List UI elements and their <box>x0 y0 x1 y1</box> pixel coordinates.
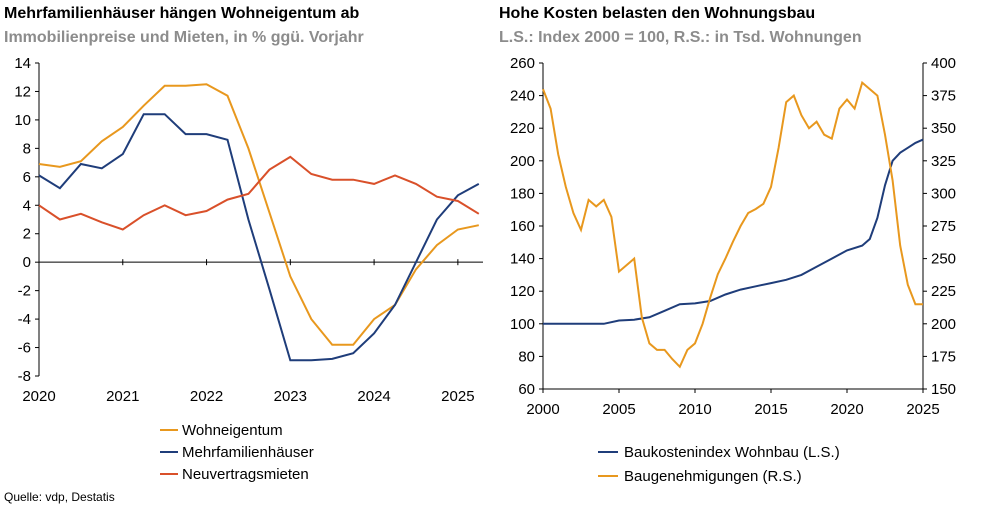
right-series-line-0 <box>543 138 924 325</box>
right-left-tick-label: 160 <box>510 218 535 235</box>
right-x-tick-label: 2010 <box>678 401 711 418</box>
right-left-tick-label: 80 <box>518 348 535 365</box>
left-series-line-1 <box>38 113 480 362</box>
right-x-tick-label: 2025 <box>906 401 939 418</box>
right-right-tick-label: 225 <box>931 283 956 300</box>
right-left-tick-label: 240 <box>510 88 535 105</box>
left-legend-label: Neuvertragsmieten <box>182 466 309 483</box>
left-legend-label: Mehrfamilienhäuser <box>182 444 314 461</box>
right-right-tick-label: 250 <box>931 251 956 268</box>
left-y-tick-label: 14 <box>14 55 31 72</box>
right-series-line-1 <box>542 80 923 369</box>
left-y-tick-label: 6 <box>23 169 31 186</box>
right-left-tick-label: 100 <box>510 316 535 333</box>
left-x-tick-label: 2023 <box>274 388 307 405</box>
right-right-tick-label: 275 <box>931 218 956 235</box>
right-right-tick-label: 200 <box>931 316 956 333</box>
left-y-tick-label: -6 <box>18 340 31 357</box>
left-chart-subtitle: Immobilienpreise und Mieten, in % ggü. V… <box>4 29 364 46</box>
right-x-tick-label: 2015 <box>754 401 787 418</box>
left-series-line-2 <box>38 155 480 231</box>
left-x-tick-label: 2025 <box>441 388 474 405</box>
left-chart-title: Mehrfamilienhäuser hängen Wohneigentum a… <box>4 5 360 22</box>
right-right-tick-label: 150 <box>931 381 956 398</box>
right-x-tick-label: 2005 <box>602 401 635 418</box>
left-y-tick-label: -8 <box>18 368 31 385</box>
left-legend-label: Wohneigentum <box>182 422 283 439</box>
left-y-tick-label: 0 <box>23 254 31 271</box>
left-x-tick-label: 2021 <box>106 388 139 405</box>
right-left-tick-label: 260 <box>510 55 535 72</box>
right-right-tick-label: 325 <box>931 153 956 170</box>
left-y-tick-label: 4 <box>23 197 31 214</box>
right-legend-label: Baugenehmigungen (R.S.) <box>624 468 802 485</box>
left-x-tick-label: 2024 <box>357 388 390 405</box>
right-left-tick-label: 220 <box>510 120 535 137</box>
left-x-tick-label: 2020 <box>22 388 55 405</box>
right-left-tick-label: 140 <box>510 251 535 268</box>
right-left-tick-label: 120 <box>510 283 535 300</box>
right-legend-label: Baukostenindex Wohnbau (L.S.) <box>624 444 840 461</box>
left-x-tick-label: 2022 <box>190 388 223 405</box>
left-y-tick-label: -2 <box>18 283 31 300</box>
left-y-tick-label: 8 <box>23 140 31 157</box>
right-left-tick-label: 200 <box>510 153 535 170</box>
left-y-tick-label: 10 <box>14 112 31 129</box>
right-right-tick-label: 175 <box>931 348 956 365</box>
right-x-tick-label: 2000 <box>526 401 559 418</box>
right-right-tick-label: 375 <box>931 88 956 105</box>
right-right-tick-label: 400 <box>931 55 956 72</box>
source-note: Quelle: vdp, Destatis <box>4 490 115 504</box>
left-y-tick-label: 2 <box>23 226 31 243</box>
right-left-tick-label: 180 <box>510 185 535 202</box>
right-right-tick-label: 300 <box>931 185 956 202</box>
right-chart-subtitle: L.S.: Index 2000 = 100, R.S.: in Tsd. Wo… <box>499 29 862 46</box>
left-y-tick-label: 12 <box>14 83 31 100</box>
right-chart-title: Hohe Kosten belasten den Wohnungsbau <box>499 5 816 22</box>
left-series-line-0 <box>38 83 480 346</box>
left-y-tick-label: -4 <box>18 311 31 328</box>
right-right-tick-label: 350 <box>931 120 956 137</box>
right-x-tick-label: 2020 <box>830 401 863 418</box>
right-left-tick-label: 60 <box>518 381 535 398</box>
